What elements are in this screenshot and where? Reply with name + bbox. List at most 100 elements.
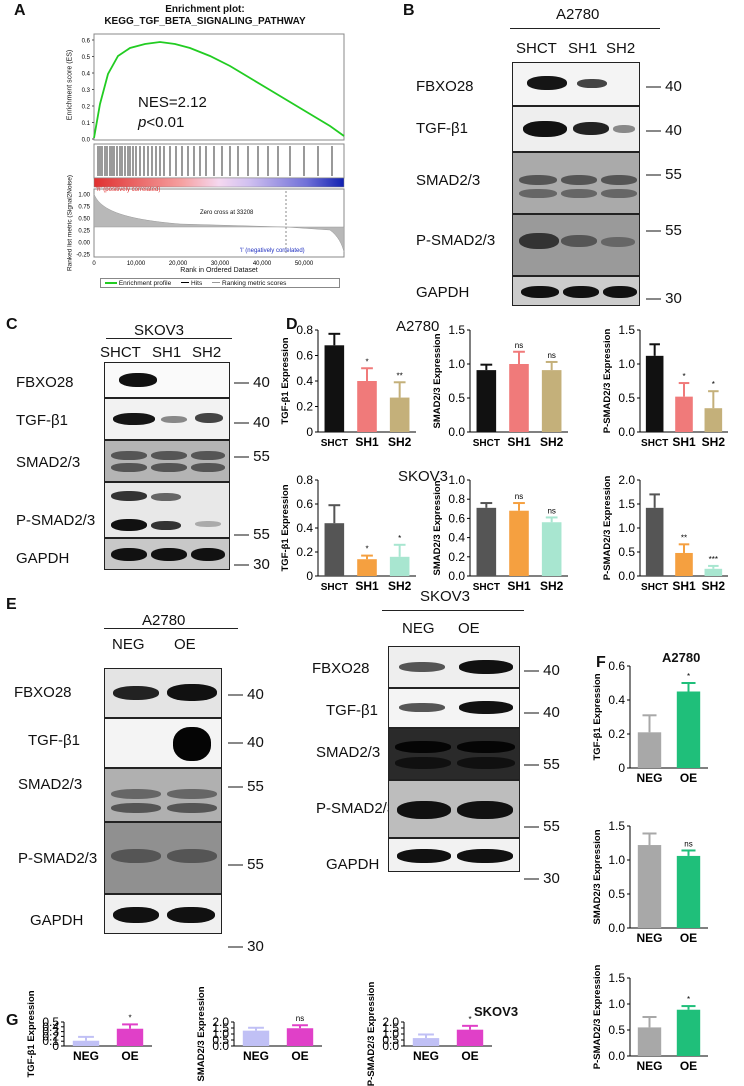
- es-tick-label: 0.0: [82, 138, 91, 144]
- neg-correlated-label: 'l' (negatively correlated): [240, 248, 305, 254]
- category-label: SHCT: [321, 582, 348, 593]
- rank-tick-label: 20,000: [169, 261, 188, 267]
- y-axis-label: TGF-β1 Expression: [280, 484, 291, 571]
- y-tick-label: 0.0: [382, 1039, 399, 1053]
- bar: [637, 1027, 662, 1056]
- bar-chart-d4: 0 0.2 0.4 0.6 0.8 TGF-β1 Expression SHCT * SH1 * S…: [280, 473, 416, 593]
- panel-b-mw-fbxo28: — 40: [646, 78, 682, 95]
- rank-tick-label: 30,000: [211, 261, 230, 267]
- panel-e-right-mw-psmad: — 55: [524, 818, 560, 835]
- y-tick-label: 1.5: [618, 497, 635, 511]
- panel-g-cell-line: SKOV3: [474, 1004, 519, 1019]
- panel-b-row-label-psmad: P-SMAD2/3: [416, 232, 496, 249]
- panel-c-blot-fbxo28: [104, 362, 230, 398]
- panel-e-left-blot-smad: [104, 768, 222, 822]
- zero-cross-label: Zero cross at 33208: [200, 210, 254, 216]
- panel-e-left-divider: [104, 628, 238, 629]
- bar: [476, 370, 497, 432]
- category-label: SH2: [540, 579, 564, 593]
- panel-e-left-cell-line: A2780: [142, 612, 186, 629]
- y-tick-label: 0: [52, 1039, 59, 1053]
- panel-e-right-blot-psmad: [388, 780, 520, 838]
- es-tick-label: 0.1: [82, 121, 91, 127]
- panel-e-left-mw-fbxo28: — 40: [228, 686, 264, 703]
- y-tick-label: 0.5: [42, 1015, 59, 1029]
- y-tick-label: 0.6: [608, 659, 625, 673]
- y-axis-label: SMAD2/3 Expression: [432, 333, 443, 428]
- metric-tick-label: -0.25: [76, 253, 90, 259]
- panel-b-row-label-smad: SMAD2/3: [416, 172, 481, 189]
- y-tick-label: 0.5: [448, 391, 465, 405]
- bar: [676, 855, 701, 928]
- significance-label: ns: [296, 1014, 304, 1023]
- y-tick-label: 1.0: [448, 357, 465, 371]
- category-label: SHCT: [641, 582, 668, 593]
- significance-label: **: [397, 371, 403, 380]
- y-tick-label: 0.0: [618, 569, 635, 583]
- panel-b-blot-psmad: [512, 214, 640, 276]
- y-tick-label: 0.5: [608, 887, 625, 901]
- panel-e-left-row-label-tgfb1: TGF-β1: [28, 732, 80, 749]
- category-label: NEG: [636, 771, 662, 785]
- y-tick-label: 0.5: [608, 1023, 625, 1037]
- metric-tick-label: 0.25: [78, 229, 90, 235]
- y-tick-label: 0.0: [608, 1049, 625, 1063]
- y-tick-label: 0.8: [296, 473, 313, 487]
- category-label: NEG: [636, 931, 662, 945]
- y-axis-label: P-SMAD2/3 Expression: [366, 982, 377, 1086]
- panel-d-cell-skov3: SKOV3: [398, 468, 449, 485]
- y-tick-label: 0.3: [42, 1025, 59, 1039]
- panel-c-mw-smad: — 55: [234, 448, 270, 465]
- panel-e-right-mw-gapdh: — 30: [524, 870, 560, 887]
- bar-chart-d5: 0.0 0.2 0.4 0.6 0.8 1.0 SMAD2/3 Expression SHCT…: [432, 473, 568, 593]
- category-label: SH2: [540, 435, 564, 449]
- panel-b-blot-fbxo28: [512, 62, 640, 106]
- significance-label: **: [681, 533, 687, 542]
- panel-c-row-label-fbxo28: FBXO28: [16, 374, 74, 391]
- panel-e-right-mw-smad: — 55: [524, 756, 560, 773]
- panel-e-right-cell-line: SKOV3: [420, 588, 471, 605]
- y-axis-label: TGF-β1 Expression: [280, 337, 291, 424]
- bar: [72, 1040, 100, 1046]
- p-value-label: p<0.01: [138, 114, 185, 131]
- y-tick-label: 0.6: [296, 349, 313, 363]
- category-label: OE: [121, 1049, 138, 1063]
- es-axis-label: Enrichment score (ES): [66, 49, 74, 121]
- category-label: OE: [680, 1059, 697, 1073]
- y-axis-label: TGF-β1 Expression: [26, 990, 37, 1077]
- y-tick-label: 1.0: [212, 1027, 229, 1041]
- y-tick-label: 0.4: [448, 531, 465, 545]
- panel-c-row-label-tgfb1: TGF-β1: [16, 412, 68, 429]
- panel-e-right-mw-fbxo28: — 40: [524, 662, 560, 679]
- panel-b-blot-tgfb1: [512, 106, 640, 152]
- bar-chart-d1: 0 0.2 0.4 0.6 0.8 TGF-β1 Expression SHCT * SH1 **…: [280, 323, 416, 449]
- panel-b-mw-tgfb1: — 40: [646, 122, 682, 139]
- pos-correlated-label: 'h' (positively correlated): [96, 187, 161, 193]
- panel-c-blot-tgfb1: [104, 398, 230, 440]
- panel-e-left-mw-gapdh: — 30: [228, 938, 264, 955]
- gsea-svg: 0.6 0.5 0.4 0.3 0.2 0.1 0.0 1.00 0.75 0.50 0.25 0.…: [76, 33, 345, 267]
- panel-e-right-lane-1: NEG: [402, 620, 435, 637]
- bar-chart-d6: 0.0 0.5 1.0 1.5 2.0 P-SMAD2/3 Expression SHCT *…: [602, 473, 728, 593]
- rank-tick-label: 50,000: [295, 261, 314, 267]
- bar-chart-f2: 0.0 0.5 1.0 1.5 SMAD2/3 Expression NEG ns OE: [592, 819, 708, 945]
- y-tick-label: 1.5: [382, 1021, 399, 1035]
- y-tick-label: 1.5: [448, 323, 465, 337]
- panel-c-mw-tgfb1: — 40: [234, 414, 270, 431]
- panel-c-lane-3: SH2: [192, 344, 222, 361]
- panel-b-row-label-tgfb1: TGF-β1: [416, 120, 468, 137]
- panel-c-lane-2: SH1: [152, 344, 182, 361]
- y-tick-label: 0.2: [296, 545, 313, 559]
- panel-e-right-divider: [382, 610, 524, 611]
- y-tick-label: 0.4: [296, 521, 313, 535]
- bar: [242, 1030, 270, 1046]
- panel-e-left-lane-1: NEG: [112, 636, 145, 653]
- bar-chart-g2: 0.00.51.01.52.0 SMAD2/3 Expression NEG ns OE: [196, 986, 322, 1082]
- panel-label-f: F: [596, 654, 606, 671]
- significance-label: ns: [515, 492, 523, 501]
- es-tick-label: 0.5: [82, 55, 91, 61]
- category-label: SH1: [355, 579, 379, 593]
- significance-label: ns: [547, 351, 555, 360]
- rank-tick-label: 0: [92, 261, 96, 267]
- category-label: SHCT: [641, 438, 668, 449]
